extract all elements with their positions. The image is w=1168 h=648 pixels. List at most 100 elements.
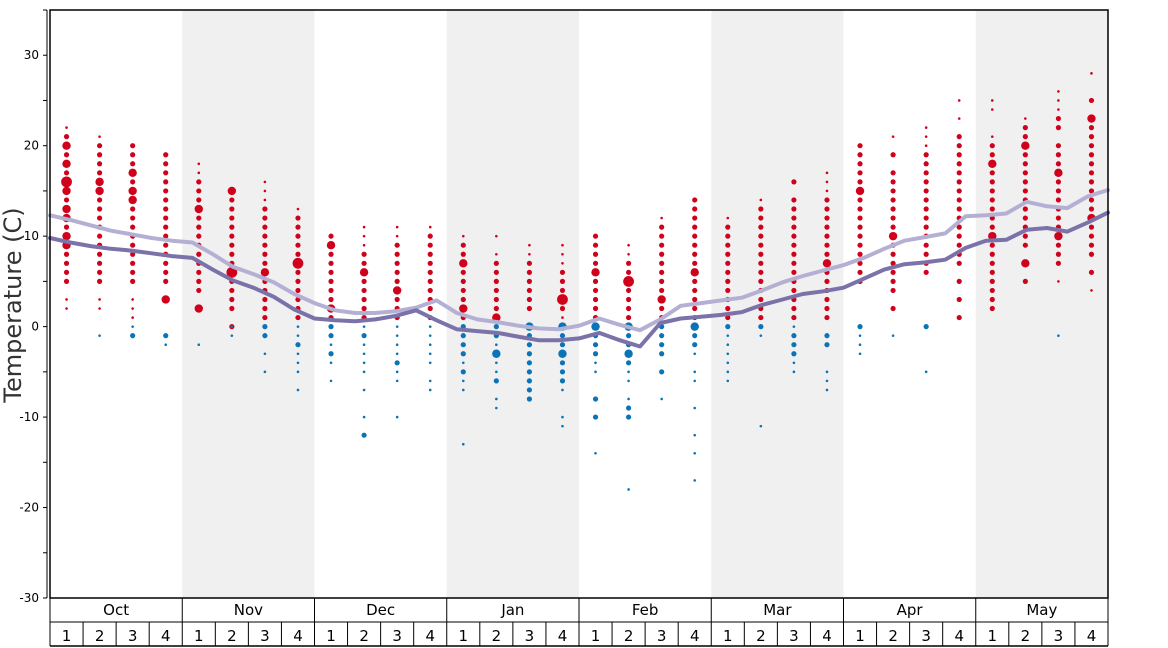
warm-point [196, 188, 202, 194]
warm-point [130, 242, 136, 248]
warm-point [262, 314, 268, 321]
cold-point [857, 324, 863, 330]
cold-point [726, 334, 730, 337]
warm-point [63, 251, 70, 257]
warm-point [427, 269, 433, 275]
warm-point [362, 225, 366, 229]
warm-point [988, 231, 997, 241]
cold-point [428, 388, 432, 392]
warm-point [229, 206, 235, 212]
warm-point [989, 251, 995, 257]
cold-point [526, 369, 533, 375]
warm-point [824, 233, 830, 239]
cold-point [825, 370, 829, 374]
cold-point [460, 369, 466, 375]
warm-point [758, 233, 764, 239]
warm-point [890, 251, 896, 257]
warm-point [98, 298, 101, 301]
warm-point [725, 287, 731, 294]
week-label: 2 [227, 627, 237, 645]
warm-point [989, 278, 995, 284]
warm-point [62, 204, 71, 214]
cold-point [792, 370, 796, 374]
warm-point [1088, 242, 1095, 248]
warm-point [923, 269, 929, 275]
lower-trend-line [48, 210, 1110, 349]
month-shade-band [182, 10, 315, 598]
warm-point [1054, 231, 1063, 241]
warm-point [1088, 97, 1095, 104]
warm-point [855, 186, 865, 196]
warm-point [427, 287, 433, 294]
cold-point [558, 349, 567, 358]
trend-lines [48, 188, 1110, 349]
warm-point [163, 197, 169, 203]
warm-point [659, 305, 665, 312]
cold-point [659, 333, 665, 339]
warm-point [791, 197, 797, 203]
warm-point [361, 278, 367, 284]
warm-point [1088, 206, 1095, 212]
warm-point [493, 296, 499, 303]
month-label: Oct [103, 601, 129, 619]
warm-point [692, 260, 698, 266]
warm-point [692, 197, 698, 203]
warm-point [163, 161, 169, 167]
week-label: 3 [525, 627, 535, 645]
warm-point [625, 260, 632, 266]
week-label: 1 [855, 627, 865, 645]
warm-point [427, 242, 433, 248]
warm-point [95, 177, 104, 187]
warm-point [660, 216, 663, 220]
warm-point [890, 188, 896, 194]
cold-point [592, 351, 599, 357]
warm-point [989, 224, 995, 230]
week-label: 3 [128, 627, 138, 645]
warm-point [362, 243, 366, 247]
week-label: 1 [723, 627, 733, 645]
warm-point [692, 251, 698, 257]
warm-point [659, 224, 665, 230]
warm-point [130, 224, 136, 230]
cold-point [263, 370, 267, 374]
warm-point [559, 287, 566, 294]
warm-point [725, 269, 731, 275]
warm-point [1055, 143, 1062, 149]
warm-point [197, 162, 201, 166]
upper-trend-line [48, 188, 1110, 333]
week-label: 1 [194, 627, 204, 645]
warm-point [128, 195, 137, 205]
warm-point [361, 296, 367, 303]
warm-point [625, 287, 632, 294]
warm-point [1088, 224, 1095, 230]
warm-point [791, 179, 797, 185]
warm-point [526, 269, 533, 275]
warm-point [692, 278, 698, 284]
warm-point [196, 233, 202, 239]
warm-point [559, 278, 566, 284]
warm-point [890, 287, 896, 294]
warm-point [824, 278, 830, 284]
warm-point [988, 159, 997, 168]
warm-point [690, 268, 699, 277]
warm-point [263, 198, 267, 202]
warm-point [262, 305, 268, 312]
warm-point [923, 161, 929, 167]
warm-point [395, 234, 399, 238]
week-label: 3 [260, 627, 270, 645]
warm-point [1022, 134, 1028, 140]
warm-point [96, 233, 103, 239]
cold-point [230, 325, 234, 328]
warm-point [96, 251, 103, 257]
warm-point [427, 233, 433, 239]
warm-point [956, 197, 962, 203]
cold-point [561, 415, 564, 419]
cold-point [230, 334, 234, 337]
cold-point [791, 342, 797, 348]
warm-point [196, 251, 202, 257]
cold-point [791, 333, 797, 339]
week-label: 4 [558, 627, 568, 645]
cold-point [526, 342, 533, 348]
warm-point [592, 305, 599, 312]
warm-point [824, 206, 830, 212]
